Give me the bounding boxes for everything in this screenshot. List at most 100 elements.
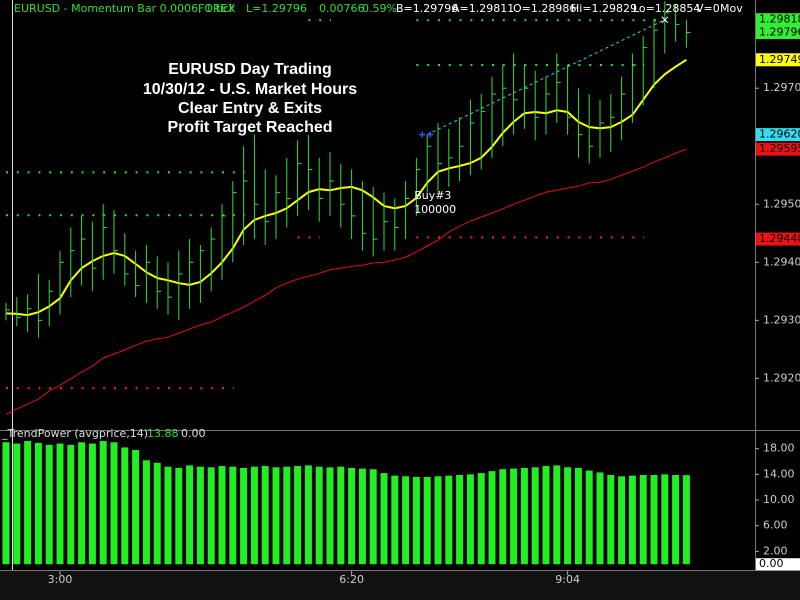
y-tick-label: 2.00	[763, 544, 788, 557]
header-volume: V=0	[696, 2, 720, 15]
moving-average	[5, 58, 687, 317]
price-marker	[756, 142, 800, 156]
y-tick-label: 1.2940	[763, 255, 800, 268]
x-tick-label: 3:00	[48, 573, 73, 586]
header-more: Mov	[720, 2, 743, 15]
price-marker-label: 1.29595	[759, 142, 800, 155]
bar	[423, 476, 431, 565]
price-marker-label: 1.29620	[759, 128, 800, 141]
value-marker	[756, 558, 800, 571]
price-marker-label: 1.29749	[759, 53, 800, 66]
bar	[682, 475, 690, 565]
y-tick-label: 1.2970	[763, 81, 800, 94]
header-bid: B=1.29796	[396, 2, 458, 15]
bar	[380, 473, 388, 565]
price-marker	[756, 232, 800, 246]
plot: 1.2920 1.2930 1.2940 1.2950 1.2970 Buy#310000…	[2, 1, 800, 586]
time-axis-bg	[0, 571, 800, 600]
bar	[358, 468, 366, 565]
price-marker-label: 1.29796	[759, 25, 800, 38]
bar	[326, 467, 334, 565]
x-tick-label: 6:20	[339, 573, 364, 586]
bar	[110, 442, 118, 565]
bar	[2, 442, 10, 565]
bar	[67, 444, 75, 565]
bar	[294, 466, 302, 565]
y-tick-label: 1.2920	[763, 371, 800, 384]
bar	[175, 467, 183, 565]
bar	[24, 440, 32, 565]
indicator-title: _TrendPower (avgprice,14)	[1, 427, 148, 440]
annotation: Clear Entry & Exits	[178, 100, 322, 117]
bar	[34, 442, 42, 565]
entry-marker	[427, 131, 434, 138]
value-marker-label: 0.00	[759, 557, 784, 570]
bar	[672, 475, 680, 565]
bar	[272, 467, 280, 565]
header-change: 0.00766	[319, 2, 365, 15]
y-tick-label: 14.00	[763, 467, 795, 480]
bar	[574, 467, 582, 565]
bar	[348, 467, 356, 565]
header-market: FOREX	[198, 2, 236, 15]
header-low: Lo=1.28854	[633, 2, 700, 15]
y-tick-label: 1.2930	[763, 313, 800, 326]
bar	[477, 473, 485, 565]
bar	[88, 443, 96, 565]
bar	[499, 469, 507, 565]
bar	[207, 467, 215, 565]
bar	[553, 465, 561, 565]
bar	[585, 470, 593, 565]
trade-label: 100000	[414, 203, 456, 216]
bar	[196, 466, 204, 565]
annotation: EURUSD Day Trading	[168, 61, 332, 78]
bar	[542, 466, 550, 565]
bar	[369, 469, 377, 565]
bar	[13, 443, 21, 565]
bar	[261, 466, 269, 565]
bar	[240, 467, 248, 565]
trade-line	[426, 19, 666, 136]
y-tick-label: 6.00	[763, 519, 788, 532]
bar	[304, 465, 312, 565]
bar	[564, 467, 572, 565]
x-tick-label: 9:04	[555, 573, 580, 586]
price-marker	[756, 128, 800, 142]
bar	[250, 466, 258, 565]
bar	[607, 475, 615, 565]
bar	[164, 466, 172, 565]
bar	[186, 465, 194, 565]
bar	[121, 447, 129, 565]
header-last: L=1.29796	[246, 2, 307, 15]
price-marker-label: 1.29818	[759, 13, 800, 26]
exit-marker	[661, 16, 669, 24]
bar	[56, 443, 64, 565]
y-tick-label: 18.00	[763, 442, 795, 455]
bar	[596, 472, 604, 565]
bar	[510, 468, 518, 565]
price-marker	[756, 13, 800, 27]
bar	[132, 449, 140, 565]
price-marker-label: 1.29440	[759, 232, 800, 245]
bar	[466, 474, 474, 565]
entry-marker	[419, 131, 426, 138]
bar	[628, 475, 636, 565]
bar	[283, 466, 291, 565]
annotation: Profit Target Reached	[167, 119, 332, 136]
bar	[99, 440, 107, 565]
bar	[337, 466, 345, 565]
moving-average	[5, 148, 687, 415]
header-high: Hi=1.29829	[571, 2, 637, 15]
bar	[434, 476, 442, 565]
bar	[153, 462, 161, 565]
bar	[445, 475, 453, 565]
bar	[229, 466, 237, 565]
bar	[456, 475, 464, 565]
bar	[618, 476, 626, 565]
bar	[391, 475, 399, 565]
bar	[650, 475, 658, 565]
trade-label: Buy#3	[414, 189, 451, 202]
indicator-readout: 0.00	[181, 427, 206, 440]
